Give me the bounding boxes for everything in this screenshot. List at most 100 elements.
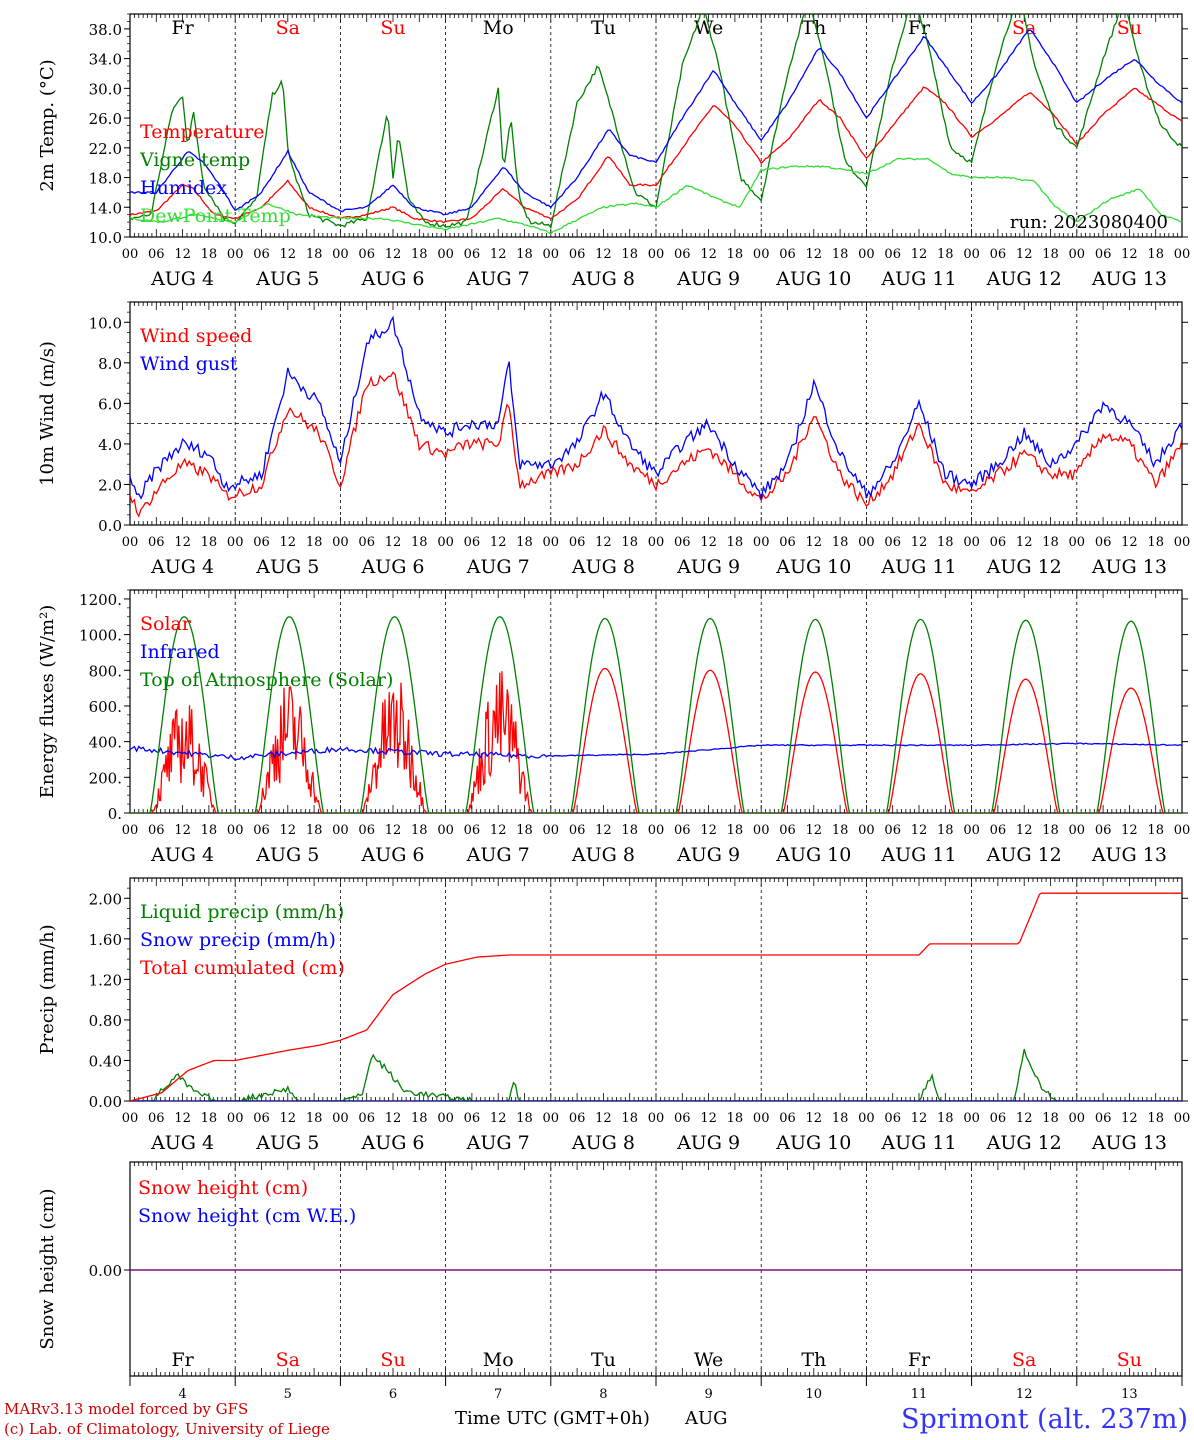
- hour-tick-label: 06: [148, 247, 165, 262]
- hour-tick-label: 12: [911, 823, 928, 838]
- hour-tick-label: 12: [1121, 1111, 1138, 1126]
- hour-tick-label: 00: [227, 1111, 244, 1126]
- date-label: AUG 5: [255, 556, 319, 578]
- panel-1: 10.0 14.0 18.0 22.0 26.0 30.0 34.0 38.0 2m Temp.…: [37, 13, 1190, 290]
- date-label: AUG 12: [986, 844, 1062, 866]
- hour-tick-label: 12: [385, 823, 402, 838]
- hour-tick-label: 00: [1069, 1111, 1086, 1126]
- hour-tick-label: 18: [1042, 823, 1059, 838]
- y-axis-label: 2m Temp. (°C): [37, 59, 58, 191]
- series-group: [130, 315, 1182, 518]
- day-number: 10: [806, 1387, 823, 1402]
- y-axis-label: 10m Wind (m/s): [37, 341, 58, 486]
- day-number: 11: [911, 1387, 928, 1402]
- series-line-4-3: [130, 892, 1182, 1101]
- weekday-label: Mo: [483, 17, 514, 39]
- hour-tick-label: 00: [1069, 247, 1086, 262]
- x-axis-title: Time UTC (GMT+0h): [455, 1408, 650, 1429]
- series-line-1-4: [130, 157, 1182, 235]
- y-tick-label: 200.: [89, 769, 122, 787]
- y-tick-label: 1.60: [89, 931, 122, 949]
- hour-tick-label: 00: [753, 1111, 770, 1126]
- date-label: AUG 6: [360, 844, 424, 866]
- footer-credit: (c) Lab. of Climatology, University of L…: [4, 1420, 330, 1438]
- hour-tick-label: 12: [595, 823, 612, 838]
- hour-tick-label: 00: [332, 1111, 349, 1126]
- hour-tick-label: 00: [122, 247, 139, 262]
- series-line-3-2: [130, 742, 1182, 761]
- hour-tick-label: 00: [437, 1111, 454, 1126]
- hour-tick-label: 06: [884, 1111, 901, 1126]
- y-tick-label: 8.0: [98, 355, 122, 373]
- hour-tick-label: 12: [806, 247, 823, 262]
- hour-tick-label: 18: [832, 535, 849, 550]
- hour-tick-label: 12: [700, 535, 717, 550]
- series-line-1-3: [130, 29, 1182, 216]
- weekday-label: We: [694, 1349, 723, 1371]
- hour-tick-label: 12: [385, 1111, 402, 1126]
- hour-tick-label: 06: [253, 1111, 270, 1126]
- weekday-label: Fr: [171, 17, 194, 39]
- legend-entry: Liquid precip (mm/h): [140, 901, 344, 923]
- date-label: AUG 5: [255, 844, 319, 866]
- hour-tick-label: 12: [595, 247, 612, 262]
- hour-tick-label: 12: [385, 247, 402, 262]
- hour-tick-label: 06: [884, 247, 901, 262]
- hour-tick-label: 18: [727, 535, 744, 550]
- panel-2: 0.0 2.0 4.0 6.0 8.0 10.0 10m Wind (m/s) 00 06 12 1…: [37, 301, 1190, 578]
- hour-tick-label: 12: [1016, 1111, 1033, 1126]
- hour-tick-label: 18: [1147, 247, 1164, 262]
- hour-tick-label: 12: [1121, 247, 1138, 262]
- y-tick-label: 1200.: [79, 591, 122, 609]
- hour-tick-label: 12: [700, 823, 717, 838]
- hour-tick-label: 18: [201, 1111, 218, 1126]
- date-label: AUG 9: [676, 1132, 740, 1154]
- panel-5: 0.00 Snow height (cm) Fr Sa Su Mo Tu We Th Fr Sa Su…: [37, 1161, 1183, 1377]
- date-label: AUG 4: [150, 1132, 214, 1154]
- hour-tick-label: 18: [621, 247, 638, 262]
- series-group: [130, 616, 1182, 813]
- date-label: AUG 9: [676, 556, 740, 578]
- hour-tick-label: 12: [280, 823, 297, 838]
- day-number: 4: [178, 1387, 186, 1402]
- plot-frame: [129, 589, 1183, 814]
- date-label: AUG 11: [880, 268, 956, 290]
- hour-tick-label: 12: [595, 1111, 612, 1126]
- hour-tick-label: 06: [779, 1111, 796, 1126]
- hour-tick-label: 18: [201, 823, 218, 838]
- weekday-label: Sa: [276, 1349, 300, 1371]
- date-label: AUG 13: [1091, 844, 1167, 866]
- panel-4: 0.00 0.40 0.80 1.20 1.60 2.00 Precip (mm/h) 00 0…: [37, 877, 1190, 1154]
- weekday-label: Mo: [483, 1349, 514, 1371]
- y-tick-label: 4.0: [98, 436, 122, 454]
- legend-entry: Humidex: [140, 177, 227, 199]
- y-tick-label: 400.: [89, 734, 122, 752]
- date-label: AUG 11: [880, 1132, 956, 1154]
- hour-tick-label: 18: [201, 247, 218, 262]
- hour-tick-label: 12: [806, 1111, 823, 1126]
- hour-tick-label: 12: [700, 1111, 717, 1126]
- hour-tick-label: 18: [306, 535, 323, 550]
- hour-tick-label: 12: [911, 535, 928, 550]
- hour-tick-label: 18: [306, 823, 323, 838]
- hour-tick-label: 12: [806, 535, 823, 550]
- hour-tick-label: 06: [674, 823, 691, 838]
- hour-tick-label: 12: [1016, 535, 1033, 550]
- weekday-label: Tu: [591, 17, 616, 39]
- hour-tick-label: 06: [1095, 823, 1112, 838]
- plot-frame: [129, 13, 1183, 238]
- hour-tick-label: 00: [227, 823, 244, 838]
- hour-tick-label: 18: [411, 823, 428, 838]
- date-label: AUG 5: [255, 268, 319, 290]
- date-label: AUG 10: [775, 1132, 851, 1154]
- date-label: AUG 8: [571, 1132, 635, 1154]
- date-label: AUG 4: [150, 268, 214, 290]
- hour-tick-label: 06: [464, 1111, 481, 1126]
- hour-tick-label: 06: [569, 823, 586, 838]
- hour-tick-label: 00: [437, 247, 454, 262]
- y-tick-label: 2.00: [89, 890, 122, 908]
- hour-tick-label: 18: [1042, 247, 1059, 262]
- weekday-label: Tu: [591, 1349, 616, 1371]
- hour-tick-label: 18: [1147, 823, 1164, 838]
- hour-tick-label: 12: [1016, 247, 1033, 262]
